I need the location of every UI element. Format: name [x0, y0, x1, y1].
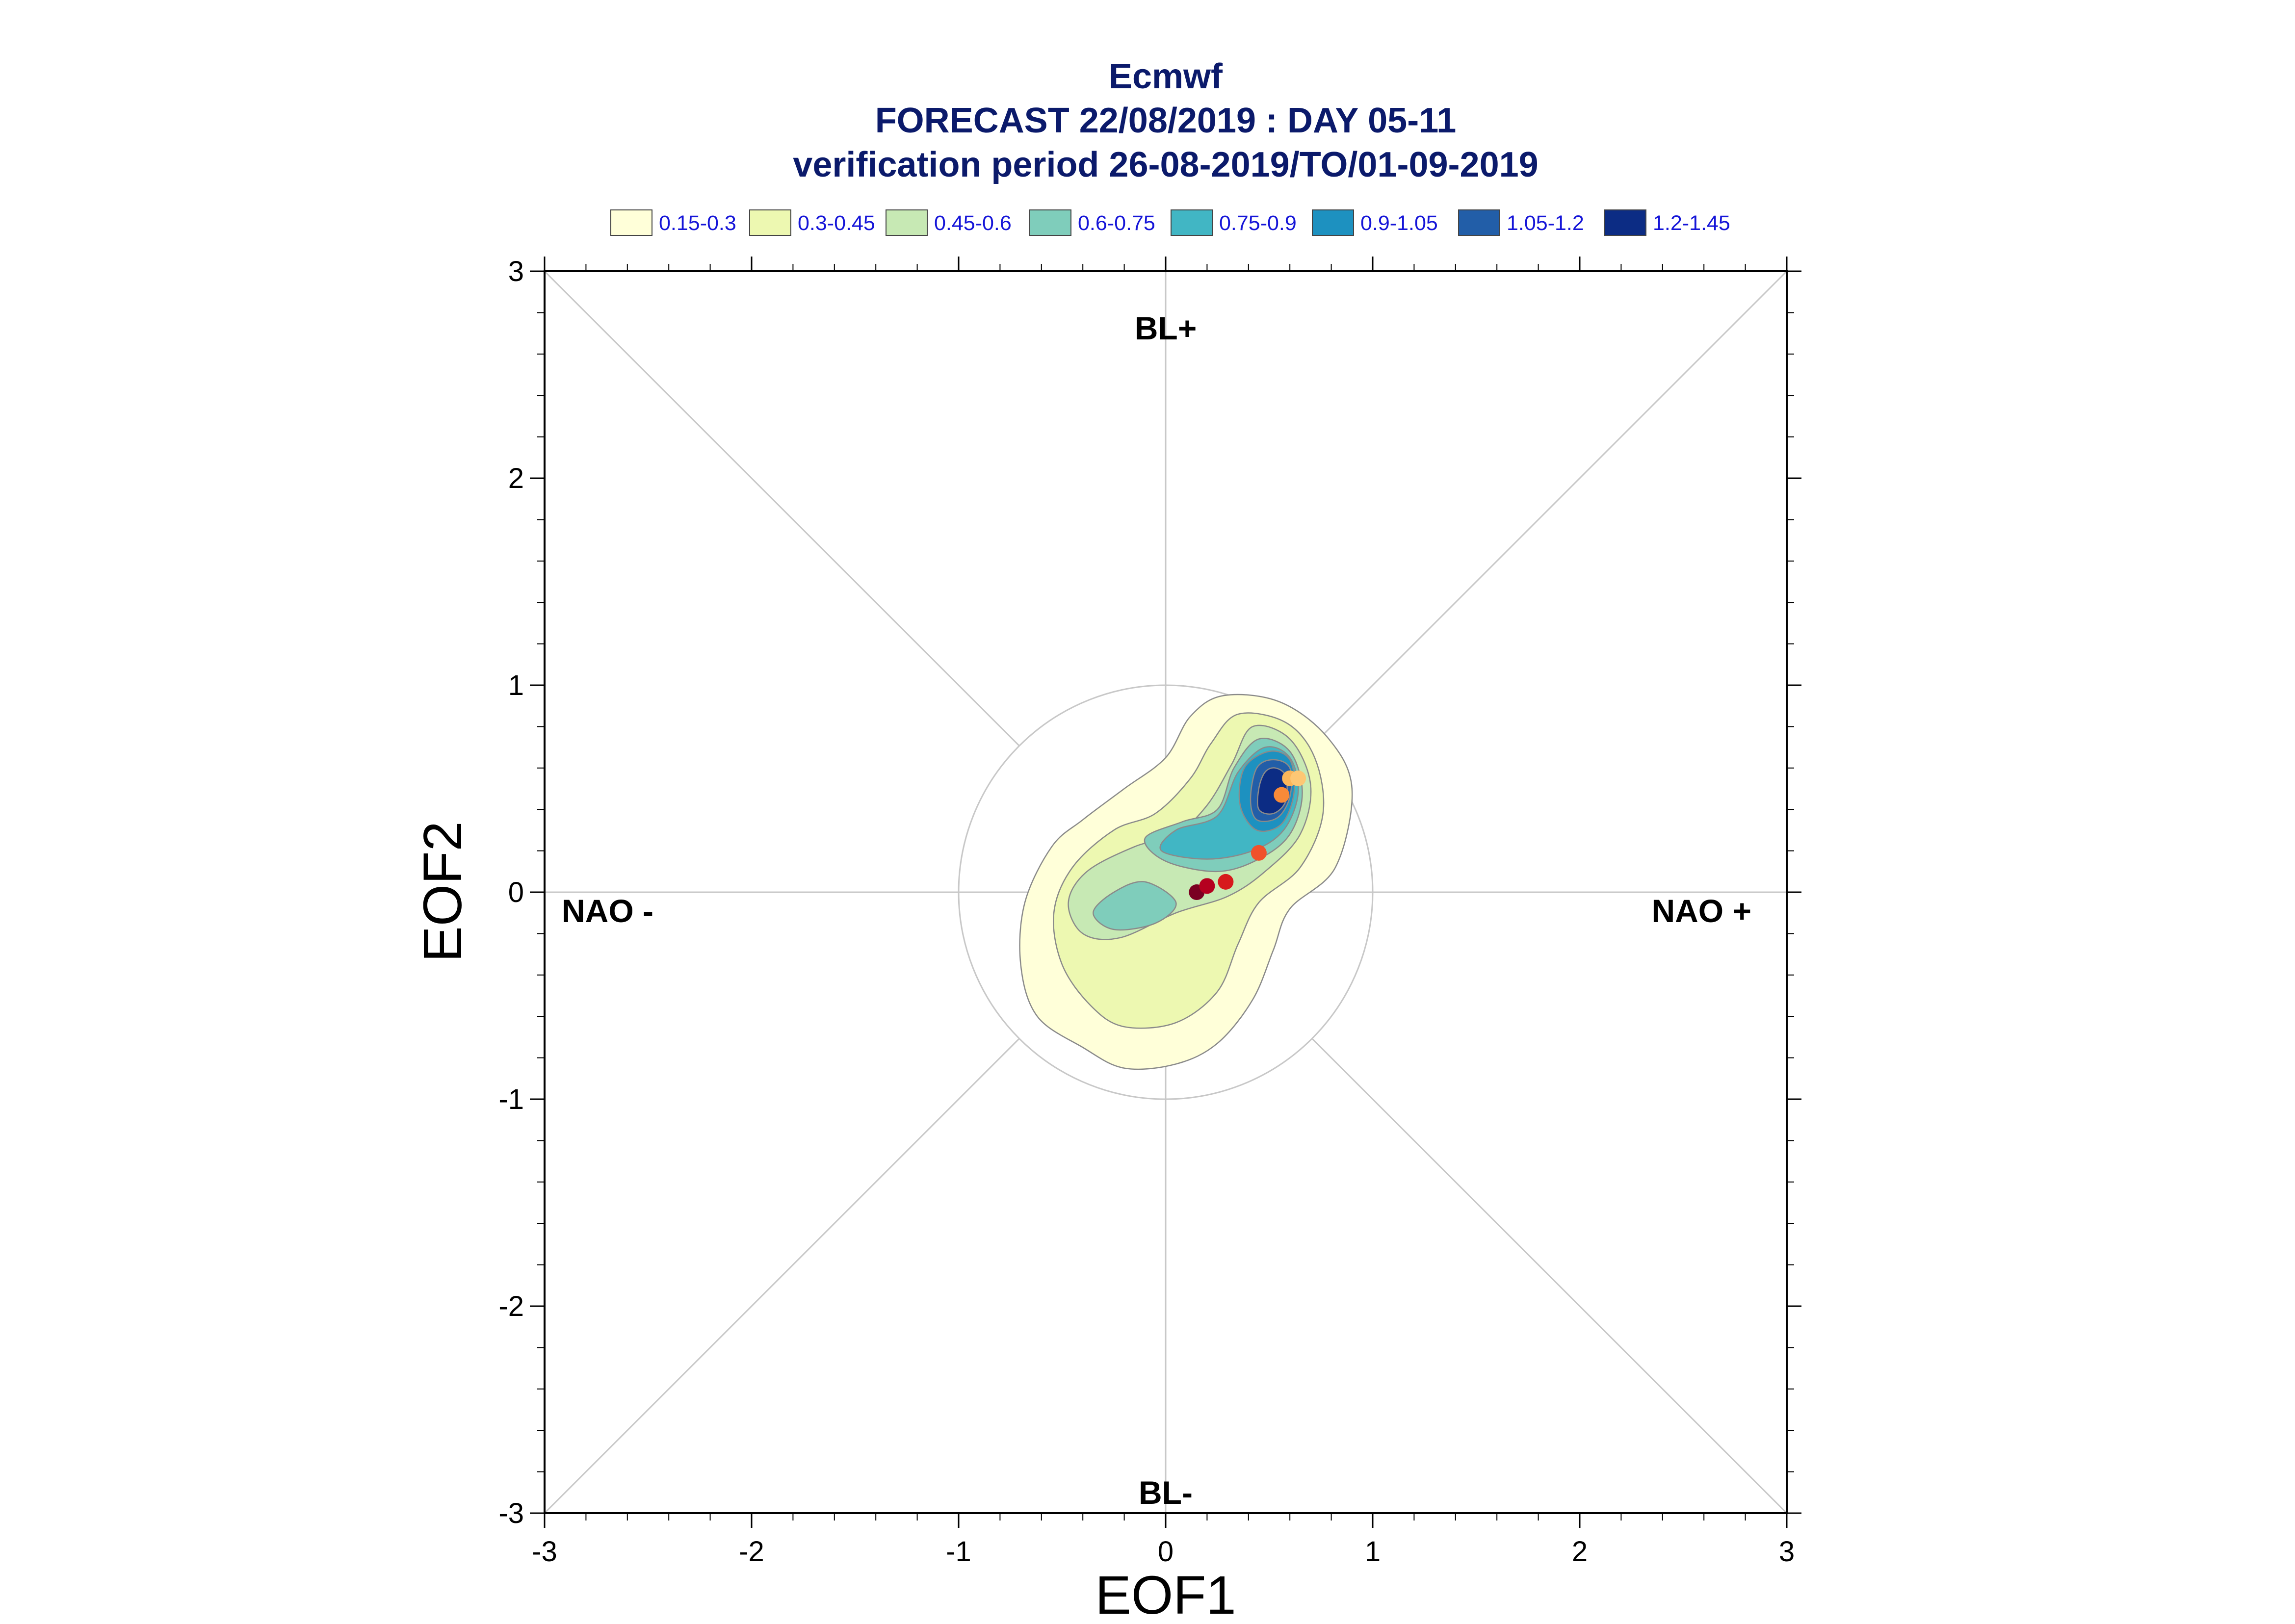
legend-swatch-1 [749, 209, 791, 236]
regime-label-bl-minus: BL- [1139, 1474, 1193, 1511]
x-tick-label-4: 1 [1365, 1536, 1381, 1568]
legend-swatch-4 [1171, 209, 1213, 236]
legend-label-7: 1.2-1.45 [1653, 211, 1730, 235]
diagonal-line-top-right [1311, 270, 1788, 747]
y-tick-label-3: 0 [508, 876, 524, 908]
legend-swatch-3 [1029, 209, 1071, 236]
y-tick-label-4: -1 [498, 1083, 524, 1115]
legend-swatch-5 [1312, 209, 1354, 236]
legend-label-3: 0.6-0.75 [1078, 211, 1155, 235]
y-tick-label-2: 1 [508, 670, 524, 701]
regime-label-nao-plus: NAO + [1651, 893, 1751, 929]
diagonal-line-top-left [544, 270, 1020, 747]
x-tick-label-6: 3 [1779, 1536, 1795, 1568]
chart-subtitle-verification: verification period 26-08-2019/TO/01-09-… [793, 145, 1538, 184]
legend: 0.15-0.3 0.3-0.45 0.45-0.6 0.6-0.75 0.75-0.9… [610, 209, 1730, 236]
axis-ticks: -3 -2 -1 0 1 2 3 3 2 1 0 -1 -2 -3 [498, 256, 1801, 1568]
legend-swatch-2 [886, 209, 928, 236]
legend-label-2: 0.45-0.6 [934, 211, 1012, 235]
y-tick-label-5: -2 [498, 1290, 524, 1322]
legend-label-6: 1.05-1.2 [1507, 211, 1584, 235]
y-tick-label-1: 2 [508, 463, 524, 494]
x-tick-label-0: -3 [532, 1536, 557, 1568]
y-tick-label-0: 3 [508, 256, 524, 287]
legend-label-5: 0.9-1.05 [1360, 211, 1438, 235]
forecast-point-6 [1290, 770, 1306, 786]
chart-title-group: Ecmwf FORECAST 22/08/2019 : DAY 05-11 ve… [793, 57, 1538, 184]
density-contours [1019, 694, 1353, 1070]
forecast-point-4 [1274, 787, 1290, 803]
x-tick-label-5: 2 [1572, 1536, 1588, 1568]
legend-label-4: 0.75-0.9 [1219, 211, 1297, 235]
diagonal-line-bottom-left [544, 1038, 1020, 1514]
x-tick-label-1: -2 [739, 1536, 764, 1568]
x-axis-label: EOF1 [1095, 1565, 1236, 1624]
regime-labels: BL+ BL- NAO - NAO + [562, 310, 1751, 1511]
unit-circle [958, 684, 1374, 1100]
regime-label-nao-minus: NAO - [562, 893, 653, 929]
forecast-point-3 [1251, 845, 1267, 861]
diagonal-line-bottom-right [1311, 1038, 1788, 1514]
legend-swatch-0 [610, 209, 652, 236]
x-tick-label-3: 0 [1158, 1536, 1174, 1568]
chart-title: Ecmwf [1109, 57, 1223, 96]
y-axis-label: EOF2 [413, 821, 473, 962]
legend-label-1: 0.3-0.45 [798, 211, 875, 235]
x-tick-label-2: -1 [946, 1536, 971, 1568]
y-tick-label-6: -3 [498, 1497, 524, 1529]
forecast-points [1189, 770, 1306, 900]
legend-swatch-7 [1604, 209, 1646, 236]
plot-area: -3 -2 -1 0 1 2 3 3 2 1 0 -1 -2 -3 [498, 256, 1801, 1568]
chart-subtitle-forecast: FORECAST 22/08/2019 : DAY 05-11 [875, 101, 1457, 140]
forecast-point-2 [1218, 874, 1234, 890]
regime-label-bl-plus: BL+ [1135, 310, 1197, 346]
legend-swatch-6 [1458, 209, 1500, 236]
legend-label-0: 0.15-0.3 [659, 211, 736, 235]
forecast-point-1 [1199, 878, 1215, 894]
density-contour-4 [1093, 881, 1177, 931]
